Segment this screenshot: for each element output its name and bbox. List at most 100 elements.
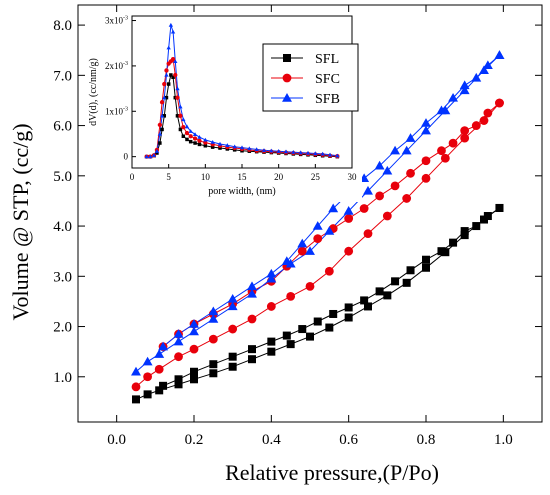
data-point-sfb [227,293,238,303]
data-point-sfc [313,234,323,244]
inset-data-point-sfl [166,82,171,86]
main-plot: 0.0 0.2 0.4 0.6 0.8 1.0 1.0 2.0 3.0 4.0 5.0 6.0 7.0 8… [8,4,543,485]
inset-data-point-sfl [162,114,167,118]
data-point-sfl [248,345,256,354]
inset-y-tick-label: 3x10-3 [105,16,128,26]
data-point-sfl [460,227,469,236]
inset-y-tick-exponent: -3 [123,16,128,22]
inset-data-point-sfb [188,129,193,133]
inset-y-tick-label: 1x10-3 [105,106,128,116]
inset-data-point-sfb [276,149,281,153]
data-point-sfb [208,306,219,316]
legend-marker-sfc [282,73,292,83]
legend-marker-sfl [283,54,291,62]
inset-x-tick-label: 15 [238,172,248,182]
data-point-sfb [494,50,505,59]
data-point-sfb [189,326,199,336]
inset-data-point-sfb [254,147,259,152]
inset-data-point-sfb [225,143,230,147]
data-point-sfl [267,347,276,356]
data-point-sfb [281,256,292,265]
data-point-sfl [267,337,276,346]
data-point-sfl [344,303,353,312]
x-axis-label: Relative pressure,(P/Po) [225,460,439,485]
data-point-sfb [266,268,277,278]
y-tick-label: 7.0 [53,68,72,84]
inset-y-tick-label: 0 [124,152,129,162]
data-point-sfb [173,329,184,338]
y-tick-label: 6.0 [53,119,72,135]
data-point-sfb [459,80,470,90]
data-point-sfl [159,381,168,390]
data-point-sfb [305,246,315,255]
data-point-sfl [472,222,481,231]
inset-data-point-sfb [184,124,190,129]
data-point-sfl [282,331,291,340]
data-point-sfl [132,395,140,404]
data-point-sfc [406,168,415,178]
main-plot-frame [77,4,543,423]
inset-data-point-sfl [197,142,202,147]
inset-data-point-sfb [261,148,267,152]
legend-label-sfl: SFL [315,52,339,67]
inset-data-point-sfb [166,45,171,50]
inset-data-point-sfc [178,113,183,118]
data-point-sfc [471,121,481,130]
data-point-sfl [460,231,469,240]
data-point-sfl [174,380,183,389]
data-point-sfc [495,98,504,108]
inset-data-point-sfl [210,145,215,149]
inset-data-point-sfl [173,95,178,100]
data-point-sfb [374,160,385,170]
inset-data-point-sfc [181,125,186,130]
legend: SFL SFC SFB [262,43,359,112]
inset-x-tick-label: 5 [166,172,171,182]
data-point-sfc [402,194,412,203]
data-point-sfl [248,355,256,364]
data-point-sfb [401,145,412,155]
inset-data-point-sfb [175,86,180,91]
data-point-sfc [359,204,369,213]
y-tick-label: 8.0 [53,18,72,34]
inset-data-point-sfb [313,151,318,156]
inset-data-point-sfl [218,146,222,150]
data-point-sfc [174,352,183,362]
data-point-sfb [421,118,431,127]
data-point-sfc [483,108,493,118]
inset-data-point-sfb [154,149,160,153]
inset-y-axis-label: dV(d), (cc/nm/g) [88,58,99,126]
y-tick-label: 2.0 [53,320,72,336]
inset-data-point-sfl [188,139,193,144]
inset-data-point-sfb [210,139,215,144]
inset-data-point-sfc [157,122,163,128]
inset-data-point-sfb [148,154,153,159]
y-tick-label: 1.0 [53,370,72,386]
x-tick-label: 0.0 [107,432,126,448]
inset-data-point-sfl [193,141,197,145]
inset-data-point-sfb [162,95,167,100]
inset-data-point-sfb [247,146,252,151]
inset-data-point-sfl [175,114,180,118]
data-point-sfc [421,156,431,166]
inset-series-layer [144,22,340,159]
data-point-sfc [382,211,392,221]
data-point-sfb [482,60,493,70]
data-point-sfb [247,288,257,298]
x-tick-label: 0.2 [185,432,204,448]
inset-x-tick-label: 10 [201,172,211,182]
data-point-sfc [460,133,470,143]
inset-data-point-sfb [159,113,165,118]
data-point-sfc [266,302,276,311]
data-point-sfb [479,65,489,75]
data-point-sfc [448,138,458,148]
inset-data-point-sfl [203,144,208,148]
data-point-sfl [449,238,458,247]
data-point-sfb [405,133,416,142]
data-point-sfl [209,369,218,378]
data-point-sfc [286,291,296,301]
data-point-sfb [459,85,470,95]
x-tick-label: 0.6 [339,432,358,448]
inset-y-tick-label: 2x10-3 [105,61,128,71]
inset-data-point-sfb [217,141,223,146]
